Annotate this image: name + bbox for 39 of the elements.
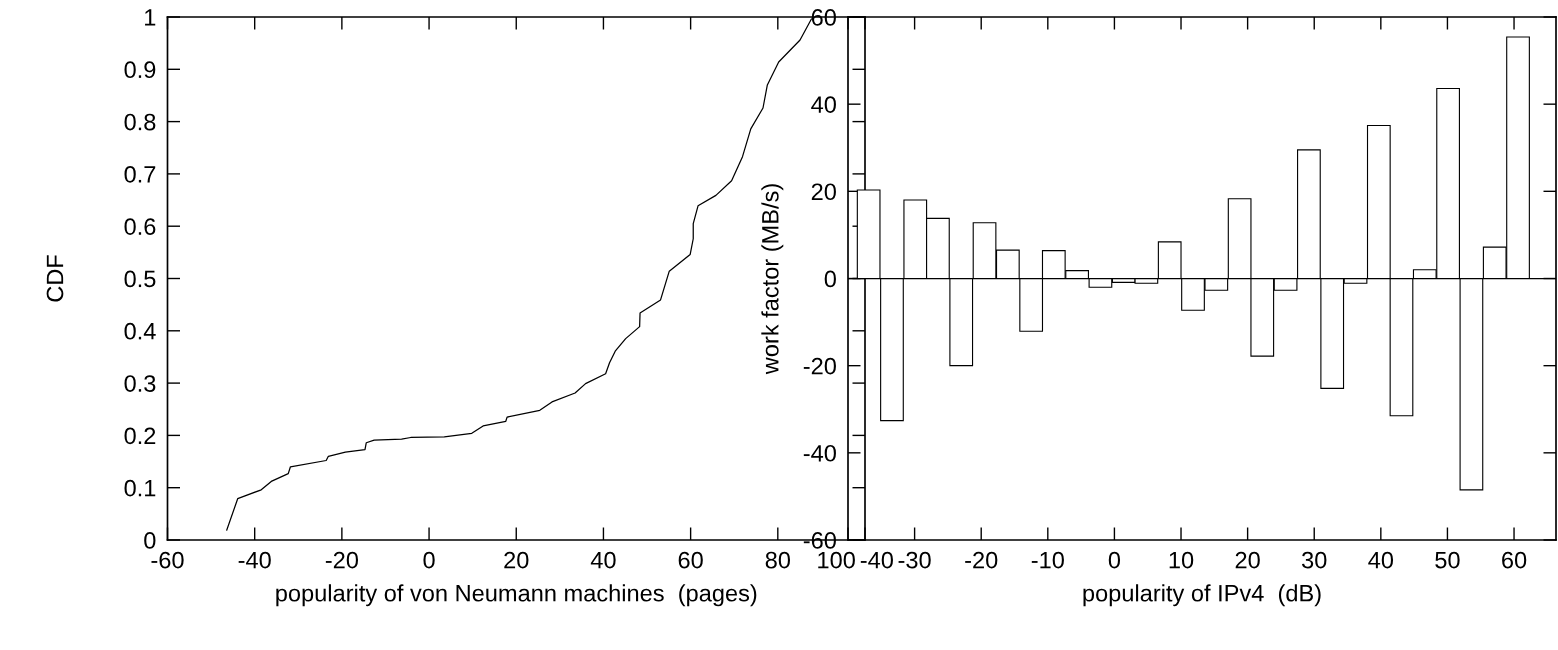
x-tick-label: 60 — [678, 551, 703, 569]
y-tick-label: 0.7 — [124, 165, 156, 183]
x-tick-label: 40 — [590, 551, 616, 569]
y-tick-label: -20 — [803, 357, 836, 375]
x-tick-label: -10 — [1031, 551, 1064, 569]
x-tick-label: -40 — [860, 551, 893, 569]
x-tick-label: 0 — [1108, 551, 1121, 569]
x-tick-label: -20 — [965, 551, 998, 569]
x-tick-label: 0 — [423, 551, 435, 569]
x-tick-label: 60 — [1502, 551, 1527, 569]
y-tick-label: 0.9 — [124, 61, 156, 79]
y-tick-label: 20 — [811, 183, 836, 201]
x-tick-label: 50 — [1435, 551, 1460, 569]
y-tick-label: 0.1 — [124, 479, 156, 497]
y-tick-label: 0.2 — [124, 427, 156, 445]
y-axis-title: CDF — [46, 255, 64, 302]
x-axis-title: popularity of von Neumann machines (pages) — [276, 584, 757, 607]
y-tick-label: -40 — [803, 444, 836, 462]
y-tick-label: 1 — [145, 9, 156, 26]
x-tick-label: 10 — [1169, 551, 1194, 569]
x-tick-label: 20 — [1235, 551, 1260, 569]
y-tick-label: 0.8 — [124, 113, 156, 131]
y-tick-label: 0 — [144, 532, 156, 549]
x-tick-label: -40 — [238, 551, 271, 569]
x-axis-title: popularity of IPv4 (dB) — [1083, 584, 1321, 607]
y-tick-label: 40 — [811, 96, 836, 113]
x-tick-label: 20 — [504, 551, 529, 569]
y-tick-label: 0.5 — [124, 270, 156, 288]
x-tick-label: 30 — [1302, 551, 1327, 569]
y-tick-label: 0.6 — [124, 218, 156, 235]
y-tick-label: 0 — [824, 270, 836, 288]
x-tick-label: 100 — [818, 551, 855, 569]
y-tick-label: 0.4 — [124, 322, 156, 340]
x-tick-label: 80 — [765, 551, 791, 569]
x-tick-label: -30 — [898, 551, 931, 569]
x-tick-label: -20 — [325, 551, 359, 569]
y-axis-title: work factor (MB/s) — [761, 184, 784, 375]
x-tick-label: 40 — [1368, 551, 1394, 569]
y-tick-label: 0.3 — [124, 375, 156, 392]
